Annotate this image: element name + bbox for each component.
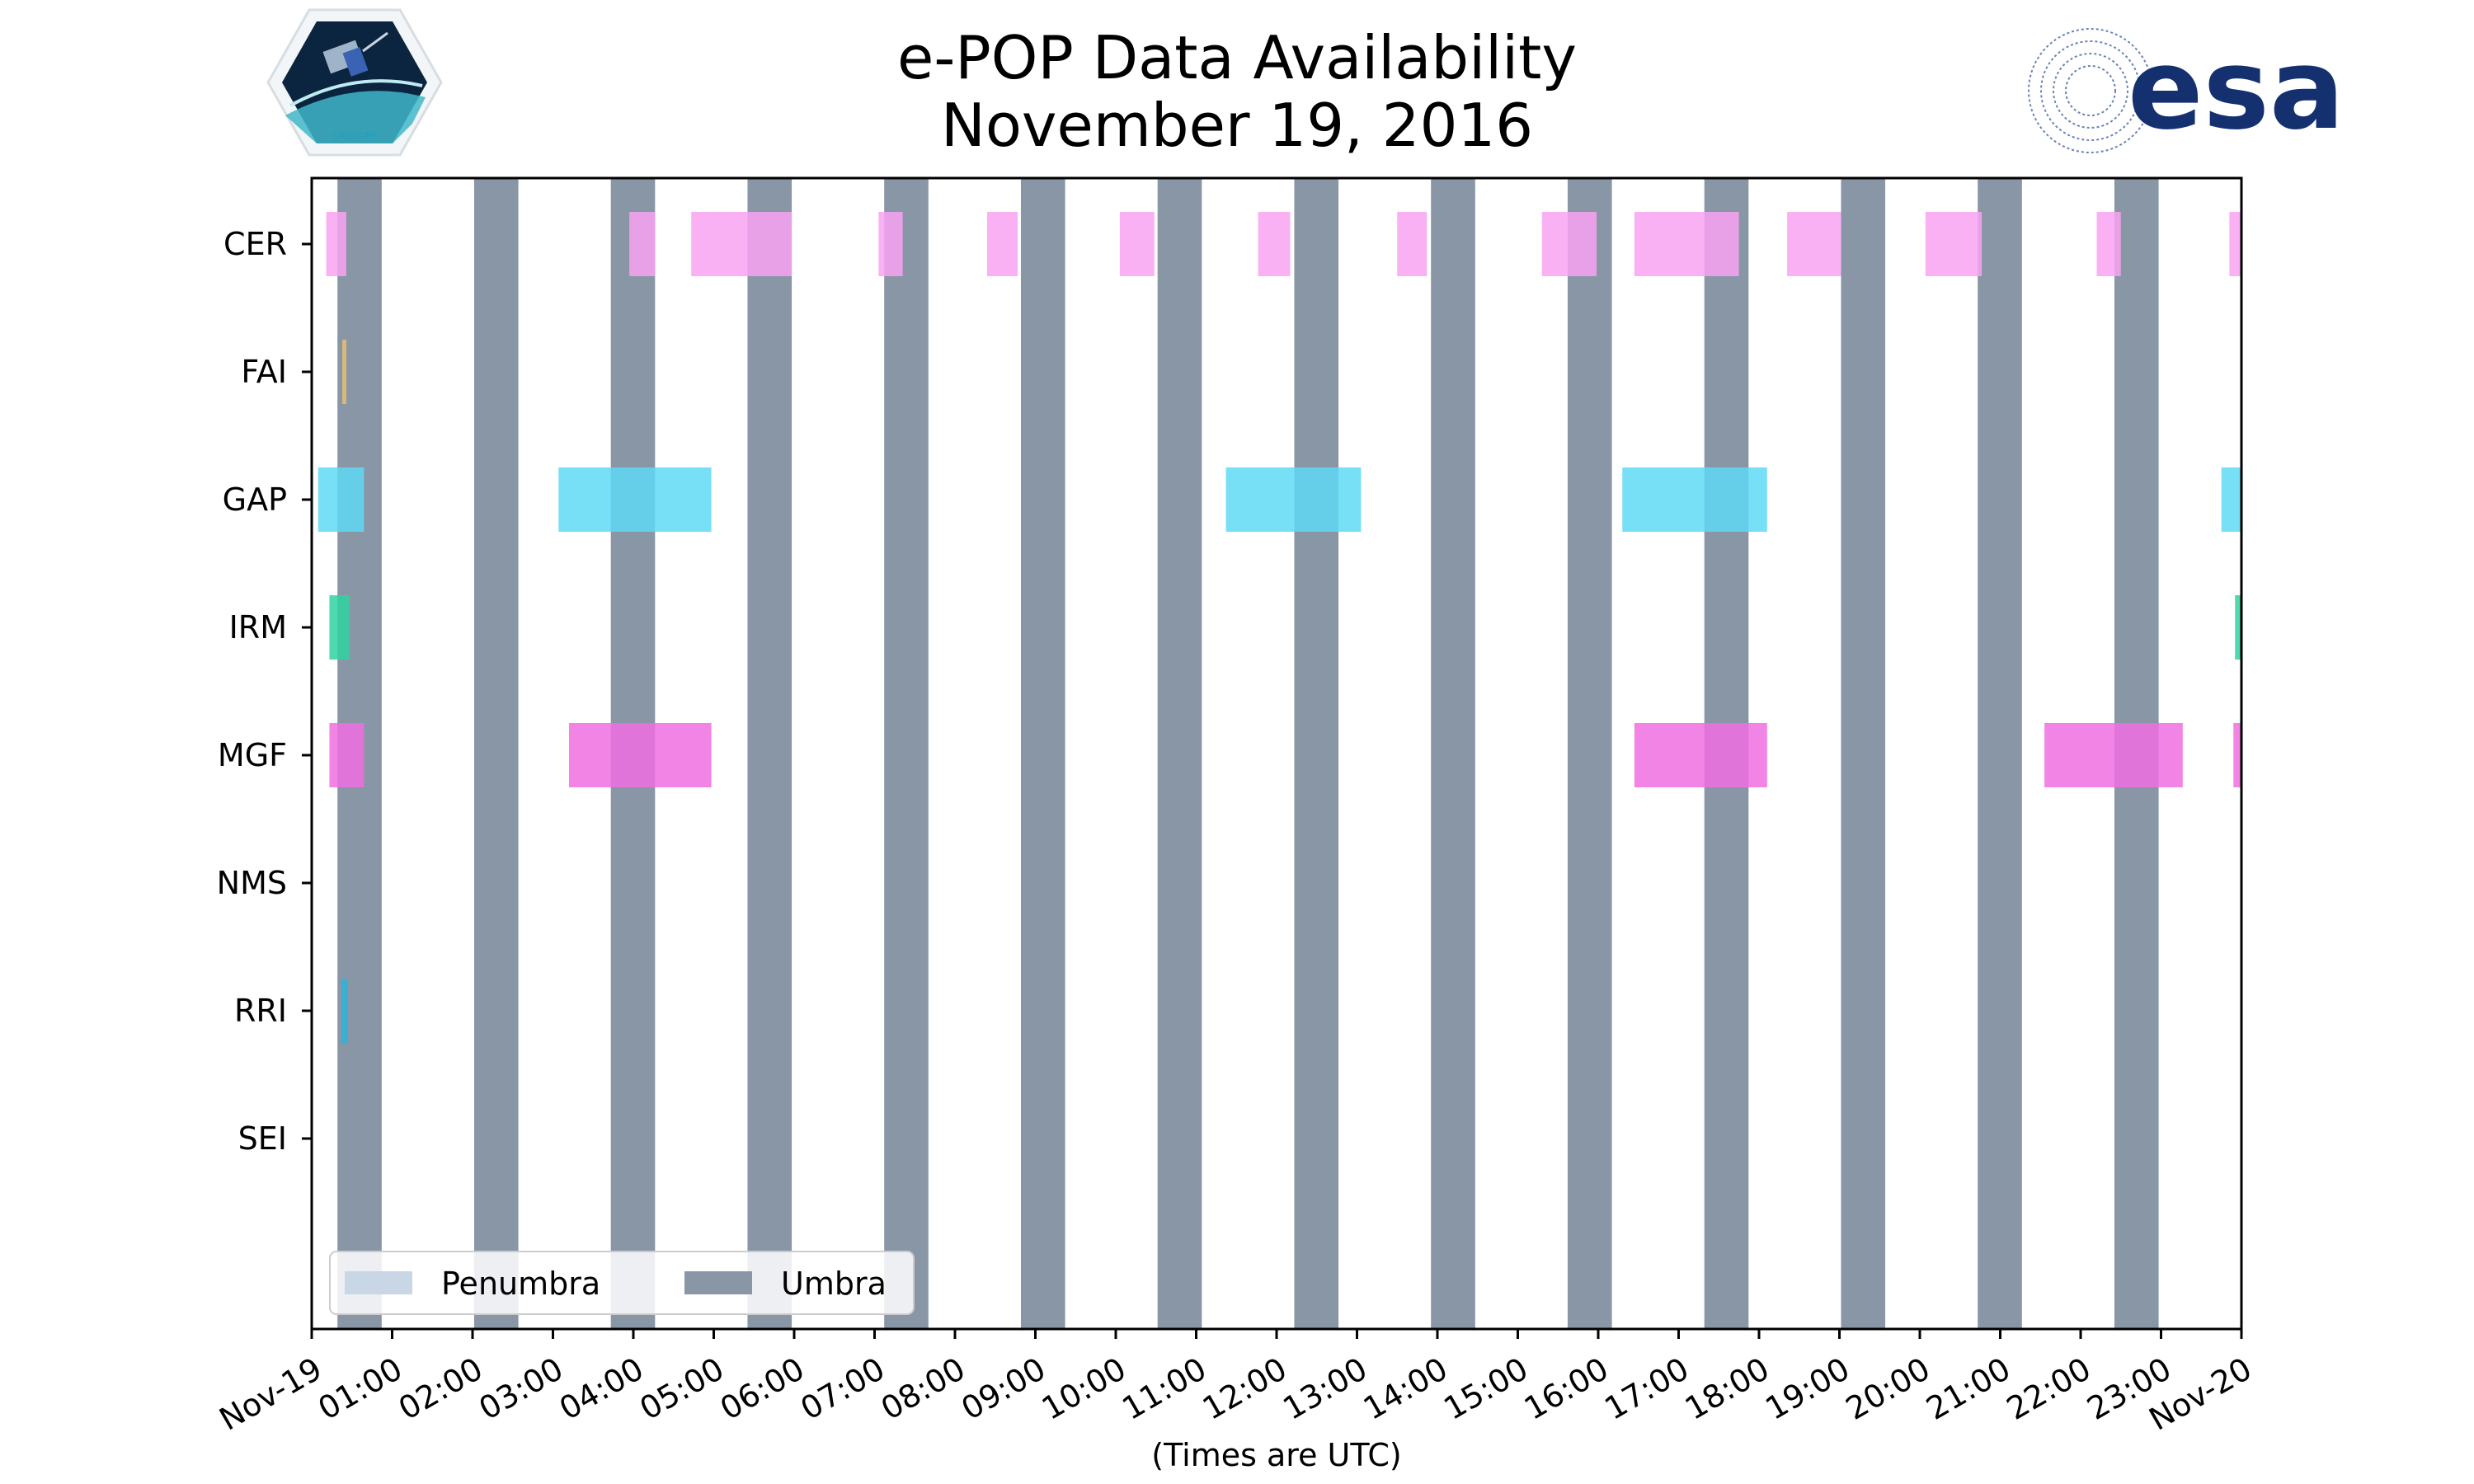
x-tick-label-20: 20:00	[1840, 1350, 1936, 1427]
y-tick-label-gap: GAP	[223, 481, 287, 518]
x-tick-label-21: 21:00	[1920, 1350, 2016, 1427]
cassiope-logo: CASSIOPE	[266, 8, 443, 157]
x-tick-label-18: 18:00	[1679, 1350, 1776, 1427]
umbra-band-3	[747, 178, 793, 1329]
bar-irm-0	[329, 595, 350, 660]
bar-cer-4	[987, 212, 1018, 276]
legend-box	[329, 1251, 915, 1315]
x-tick-label-3: 03:00	[473, 1350, 569, 1427]
y-tick-label-fai: FAI	[241, 354, 287, 390]
legend-label-penumbra: Penumbra	[441, 1266, 600, 1302]
x-tick-label-14: 14:00	[1357, 1350, 1454, 1427]
bar-mgf-3	[2044, 723, 2183, 787]
umbra-band-7	[1294, 178, 1339, 1329]
x-tick-label-12: 12:00	[1197, 1350, 1293, 1427]
bar-gap-2	[1225, 467, 1362, 532]
x-tick-label-17: 17:00	[1598, 1350, 1695, 1427]
bar-cer-10	[1787, 212, 1841, 276]
umbra-band-1	[473, 178, 519, 1329]
bar-cer-3	[878, 212, 903, 276]
legend-swatch-umbra	[684, 1271, 752, 1294]
bar-cer-13	[2229, 212, 2241, 276]
x-tick-label-15: 15:00	[1437, 1350, 1534, 1427]
umbra-band-9	[1567, 178, 1612, 1329]
bar-mgf-2	[1634, 723, 1767, 787]
bar-cer-8	[1541, 212, 1597, 276]
x-tick-label-5: 05:00	[633, 1350, 730, 1427]
bar-cer-5	[1119, 212, 1155, 276]
bar-irm-1	[2235, 595, 2241, 660]
bar-gap-1	[558, 467, 712, 532]
x-tick-label-19: 19:00	[1759, 1350, 1856, 1427]
x-tick-label-2: 02:00	[393, 1350, 489, 1427]
bar-cer-6	[1258, 212, 1291, 276]
bar-mgf-4	[2233, 723, 2241, 787]
bar-gap-4	[2221, 467, 2241, 532]
bar-cer-2	[691, 212, 793, 276]
x-tick-label-16: 16:00	[1518, 1350, 1615, 1427]
y-tick-label-nms: NMS	[217, 865, 287, 901]
bar-gap-3	[1622, 467, 1767, 532]
title-line-2: November 19, 2016	[940, 91, 1534, 160]
x-tick-label-4: 04:00	[553, 1350, 650, 1427]
bar-cer-9	[1634, 212, 1739, 276]
x-tick-label-11: 11:00	[1116, 1350, 1212, 1427]
y-tick-label-mgf: MGF	[218, 737, 287, 773]
bar-cer-7	[1397, 212, 1427, 276]
y-tick-label-irm: IRM	[229, 609, 287, 646]
esa-logo: esa	[2028, 25, 2345, 154]
x-tick-label-7: 07:00	[794, 1350, 891, 1427]
esa-logo-text: esa	[2128, 25, 2345, 154]
x-tick-label-8: 08:00	[875, 1350, 971, 1427]
legend: Penumbra Umbra	[329, 1251, 915, 1315]
x-tick-label-10: 10:00	[1036, 1350, 1132, 1427]
x-axis-label: (Times are UTC)	[1151, 1437, 1401, 1473]
bar-fai-0	[342, 340, 346, 404]
legend-label-umbra: Umbra	[781, 1266, 887, 1302]
x-tick-label-1: 01:00	[312, 1350, 408, 1427]
bar-cer-11	[1925, 212, 1982, 276]
umbra-band-11	[1841, 178, 1886, 1329]
y-tick-label-sei: SEI	[238, 1120, 287, 1157]
legend-swatch-penumbra	[345, 1271, 412, 1294]
bar-gap-0	[317, 467, 365, 532]
y-tick-label-rri: RRI	[234, 993, 287, 1029]
bar-cer-12	[2096, 212, 2121, 276]
x-tick-label-6: 06:00	[714, 1350, 811, 1427]
bar-mgf-1	[569, 723, 712, 787]
x-tick-label-13: 13:00	[1277, 1350, 1373, 1427]
umbra-band-8	[1431, 178, 1475, 1329]
umbra-band-4	[884, 178, 929, 1329]
title-line-1: e-POP Data Availability	[897, 23, 1577, 92]
bar-mgf-0	[329, 723, 365, 787]
umbra-band-12	[1978, 178, 2022, 1329]
umbra-band-5	[1020, 178, 1065, 1329]
chart-plot: CER FAI GAP IRM MGF NMS RRI SEI Nov-1901:0002:00…	[214, 176, 2258, 1473]
x-tick-label-22: 22:00	[2001, 1350, 2097, 1427]
bar-cer-0	[326, 212, 346, 276]
bar-cer-1	[629, 212, 656, 276]
y-tick-label-cer: CER	[223, 226, 287, 262]
x-tick-label-0: Nov-19	[214, 1350, 328, 1438]
umbra-band-6	[1157, 178, 1202, 1329]
bar-rri-0	[341, 979, 348, 1043]
x-tick-label-9: 09:00	[955, 1350, 1051, 1427]
cassiope-logo-text: CASSIOPE	[332, 130, 378, 141]
